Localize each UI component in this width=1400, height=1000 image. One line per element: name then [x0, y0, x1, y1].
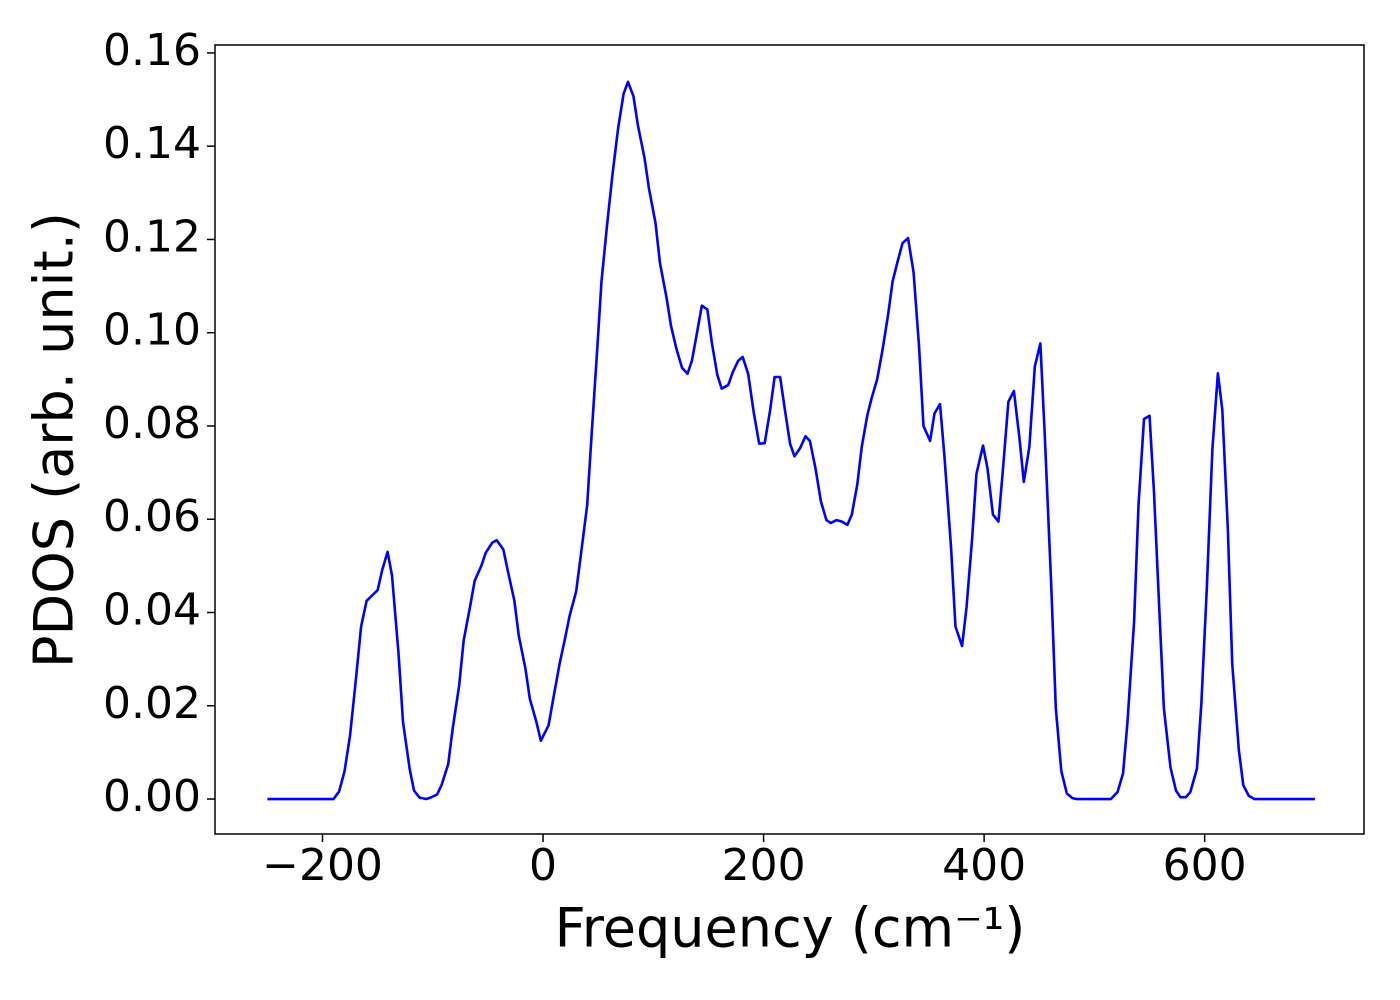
y-tick-label: 0.16 [103, 25, 201, 76]
y-tick-label: 0.10 [103, 305, 201, 356]
x-tick-label: −200 [262, 840, 383, 891]
x-tick-label: 600 [1163, 840, 1247, 891]
y-tick-label: 0.06 [103, 491, 201, 542]
y-tick-label: 0.00 [103, 771, 201, 822]
x-tick-label: 200 [722, 840, 806, 891]
y-tick-label: 0.12 [103, 211, 201, 262]
x-axis-label: Frequency (cm⁻¹) [555, 897, 1026, 960]
y-tick-label: 0.02 [103, 678, 201, 729]
y-tick-label: 0.04 [103, 585, 201, 636]
x-tick-label: 400 [942, 840, 1026, 891]
y-tick-label: 0.14 [103, 118, 201, 169]
y-axis-label: PDOS (arb. unit.) [23, 212, 86, 668]
x-tick-label: 0 [529, 840, 557, 891]
pdos-line [267, 80, 1315, 801]
y-tick-label: 0.08 [103, 398, 201, 449]
plot-frame [214, 44, 1365, 835]
